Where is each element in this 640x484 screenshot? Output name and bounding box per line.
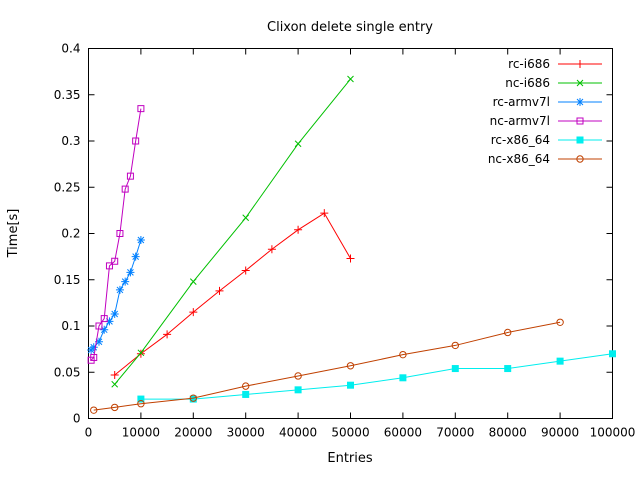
marker-rc-x86_64 <box>556 357 564 365</box>
marker-rc-i686 <box>346 254 355 263</box>
marker-nc-x86_64 <box>346 362 355 370</box>
y-tick-label: 0.35 <box>54 88 81 102</box>
marker-rc-x86_64 <box>451 365 459 373</box>
marker-nc-x86_64 <box>504 328 512 337</box>
y-tick-label: 0.15 <box>54 273 81 287</box>
marker-nc-armv7l <box>116 230 124 237</box>
marker-nc-armv7l <box>137 105 145 113</box>
marker-rc-i686 <box>320 209 329 218</box>
legend-label-rc-x86_64: rc-x86_64 <box>491 133 550 147</box>
legend-label-nc-armv7l: nc-armv7l <box>490 114 550 128</box>
marker-nc-armv7l <box>126 172 134 180</box>
x-tick-label: 10000 <box>122 426 160 440</box>
marker-rc-x86_64 <box>347 381 354 389</box>
legend-label-nc-i686: nc-i686 <box>505 76 550 90</box>
marker-nc-x86_64 <box>90 406 98 414</box>
x-tick-label: 80000 <box>489 426 527 440</box>
marker-rc-x86_64 <box>609 350 616 358</box>
marker-nc-x86_64 <box>242 382 250 390</box>
marker-rc-armv7l <box>121 278 129 285</box>
marker-nc-i686 <box>242 214 250 222</box>
marker-nc-x86_64 <box>451 341 459 350</box>
marker-rc-x86_64 <box>504 365 512 373</box>
marker-nc-i686 <box>347 75 354 83</box>
marker-nc-x86_64 <box>137 400 145 408</box>
marker-nc-i686 <box>189 278 197 285</box>
legend-marker-nc-armv7l <box>576 117 584 125</box>
marker-nc-armv7l <box>111 257 119 265</box>
x-tick-label: 0 <box>85 426 93 440</box>
x-tick-label: 100000 <box>590 426 636 440</box>
marker-rc-x86_64 <box>294 386 302 394</box>
marker-nc-armv7l <box>95 322 103 330</box>
series-line-rc-i686 <box>114 212 351 376</box>
y-tick-label: 0 <box>73 412 81 426</box>
marker-nc-i686 <box>294 140 302 148</box>
legend-label-rc-armv7l: rc-armv7l <box>493 95 550 109</box>
marker-nc-armv7l <box>100 315 108 323</box>
legend-label-nc-x86_64: nc-x86_64 <box>488 152 550 166</box>
x-tick-label: 30000 <box>227 426 265 440</box>
x-tick-label: 60000 <box>384 426 422 440</box>
marker-rc-armv7l <box>137 236 145 244</box>
marker-rc-armv7l <box>111 310 119 318</box>
marker-rc-armv7l <box>116 286 124 294</box>
chart-title: Clixon delete single entry <box>267 20 433 35</box>
y-tick-label: 0.1 <box>61 319 80 333</box>
x-tick-label: 20000 <box>174 426 212 440</box>
marker-rc-i686 <box>163 330 172 339</box>
marker-nc-x86_64 <box>399 350 407 359</box>
x-tick-label: 90000 <box>541 426 579 440</box>
legend-marker-rc-armv7l <box>576 98 584 106</box>
legend-marker-nc-i686 <box>576 79 584 87</box>
legend-marker-rc-x86_64 <box>576 136 584 144</box>
series-group <box>87 75 616 414</box>
marker-rc-armv7l <box>127 268 134 276</box>
y-tick-label: 0.3 <box>61 134 80 148</box>
marker-nc-armv7l <box>90 353 98 361</box>
marker-nc-armv7l <box>105 262 113 270</box>
legend-marker-rc-i686 <box>576 60 584 68</box>
marker-rc-i686 <box>215 286 224 295</box>
x-tick-label: 50000 <box>331 426 369 440</box>
marker-rc-i686 <box>110 371 119 380</box>
marker-rc-x86_64 <box>242 390 250 398</box>
marker-nc-x86_64 <box>556 318 564 326</box>
y-tick-label: 0.2 <box>61 227 80 241</box>
x-tick-label: 70000 <box>436 426 474 440</box>
marker-nc-armv7l <box>132 137 140 145</box>
marker-nc-x86_64 <box>111 403 119 412</box>
y-tick-label: 0.4 <box>61 42 80 56</box>
y-tick-label: 0.25 <box>54 180 81 194</box>
y-axis-label: Time[s] <box>6 209 21 259</box>
series-line-rc-x86_64 <box>140 353 613 400</box>
marker-rc-i686 <box>241 266 250 275</box>
marker-rc-i686 <box>294 225 303 234</box>
marker-nc-i686 <box>111 380 119 388</box>
marker-nc-x86_64 <box>189 394 198 402</box>
marker-rc-armv7l <box>132 253 140 260</box>
marker-rc-i686 <box>136 349 145 358</box>
y-tick-label: 0.05 <box>54 365 81 379</box>
series-line-nc-x86_64 <box>93 321 561 411</box>
marker-rc-i686 <box>267 245 276 254</box>
legend: rc-i686 nc-i686 rc-armv7l nc-armv7l rc-x86_6… <box>488 57 602 166</box>
legend-marker-nc-x86_64 <box>576 155 584 163</box>
marker-nc-i686 <box>137 349 145 357</box>
marker-nc-x86_64 <box>294 372 302 380</box>
marker-nc-armv7l <box>121 185 129 193</box>
x-axis-label: Entries <box>327 451 373 466</box>
marker-rc-i686 <box>189 308 198 317</box>
series-line-nc-armv7l <box>90 108 142 361</box>
legend-label-rc-i686: rc-i686 <box>508 57 550 71</box>
series-line-nc-i686 <box>114 78 351 385</box>
marker-rc-x86_64 <box>399 374 407 382</box>
axes: 0 10000 20000 30000 40000 50000 60000 70000 8000… <box>54 42 636 440</box>
marker-rc-x86_64 <box>137 395 145 403</box>
x-tick-label: 40000 <box>279 426 317 440</box>
